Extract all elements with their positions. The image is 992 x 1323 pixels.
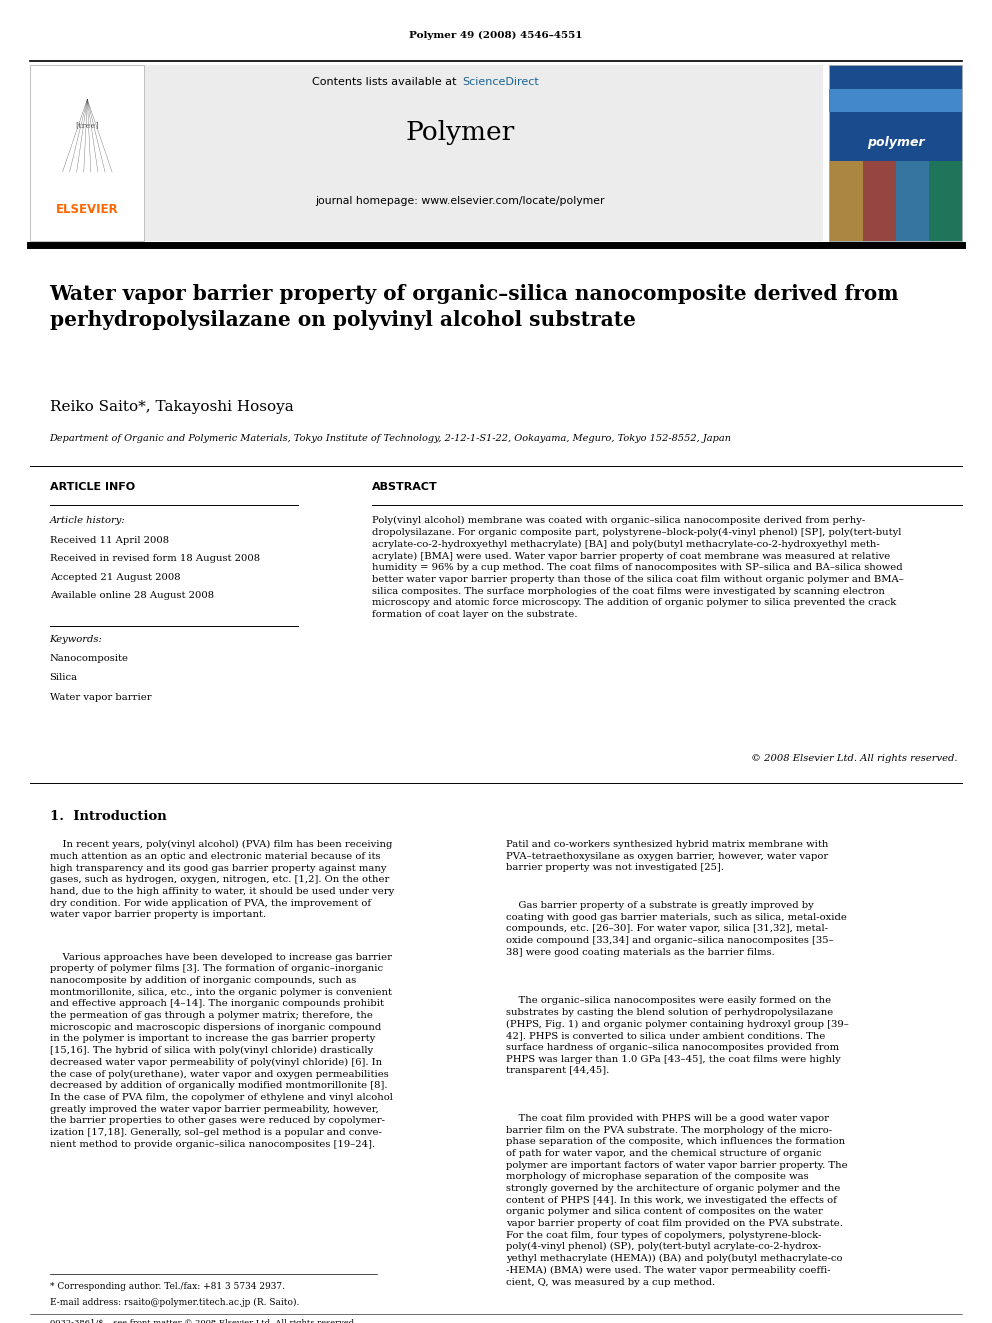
Text: [tree]: [tree] [75,122,99,130]
Text: Available online 28 August 2008: Available online 28 August 2008 [50,591,213,601]
Text: Water vapor barrier property of organic–silica nanocomposite derived from
perhyd: Water vapor barrier property of organic–… [50,284,899,329]
Text: E-mail address: rsaito@polymer.titech.ac.jp (R. Saito).: E-mail address: rsaito@polymer.titech.ac… [50,1298,299,1307]
Text: journal homepage: www.elsevier.com/locate/polymer: journal homepage: www.elsevier.com/locat… [315,196,605,206]
Text: Keywords:: Keywords: [50,635,102,644]
Bar [30,65,144,241]
Text: Received 11 April 2008: Received 11 April 2008 [50,536,169,545]
Text: Polymer: Polymer [406,120,515,144]
Text: ELSEVIER: ELSEVIER [56,202,119,216]
Text: The organic–silica nanocomposites were easily formed on the
substrates by castin: The organic–silica nanocomposites were e… [506,996,849,1076]
Bar [929,161,962,241]
Text: Accepted 21 August 2008: Accepted 21 August 2008 [50,573,181,582]
Text: ABSTRACT: ABSTRACT [372,482,437,492]
Bar [829,161,862,241]
Text: Department of Organic and Polymeric Materials, Tokyo Institute of Technology, 2-: Department of Organic and Polymeric Mate… [50,434,732,443]
Text: Silica: Silica [50,673,77,683]
Text: Article history:: Article history: [50,516,125,525]
Bar [829,89,962,112]
Text: Contents lists available at: Contents lists available at [312,77,460,87]
Text: Water vapor barrier: Water vapor barrier [50,693,151,703]
Bar [896,161,929,241]
Text: In recent years, poly(vinyl alcohol) (PVA) film has been receiving
much attentio: In recent years, poly(vinyl alcohol) (PV… [50,840,394,919]
Text: Received in revised form 18 August 2008: Received in revised form 18 August 2008 [50,554,260,564]
Text: 0032-3861/$ – see front matter © 2008 Elsevier Ltd. All rights reserved.: 0032-3861/$ – see front matter © 2008 El… [50,1319,356,1323]
Bar [55,65,823,241]
Text: © 2008 Elsevier Ltd. All rights reserved.: © 2008 Elsevier Ltd. All rights reserved… [751,754,957,763]
Bar [829,65,962,241]
Text: Reiko Saito*, Takayoshi Hosoya: Reiko Saito*, Takayoshi Hosoya [50,400,294,414]
Text: Patil and co-workers synthesized hybrid matrix membrane with
PVA–tetraethoxysila: Patil and co-workers synthesized hybrid … [506,840,828,872]
Text: ScienceDirect: ScienceDirect [462,77,539,87]
Text: ARTICLE INFO: ARTICLE INFO [50,482,135,492]
Text: Nanocomposite: Nanocomposite [50,654,129,663]
Text: * Corresponding author. Tel./fax: +81 3 5734 2937.: * Corresponding author. Tel./fax: +81 3 … [50,1282,285,1291]
Text: 1.  Introduction: 1. Introduction [50,810,167,823]
Text: Polymer 49 (2008) 4546–4551: Polymer 49 (2008) 4546–4551 [410,32,582,40]
Text: The coat film provided with PHPS will be a good water vapor
barrier film on the : The coat film provided with PHPS will be… [506,1114,847,1287]
Text: Various approaches have been developed to increase gas barrier
property of polym: Various approaches have been developed t… [50,953,393,1148]
Bar [862,161,896,241]
Text: polymer: polymer [867,136,925,149]
Text: Gas barrier property of a substrate is greatly improved by
coating with good gas: Gas barrier property of a substrate is g… [506,901,847,957]
Text: Poly(vinyl alcohol) membrane was coated with organic–silica nanocomposite derive: Poly(vinyl alcohol) membrane was coated … [372,516,904,619]
